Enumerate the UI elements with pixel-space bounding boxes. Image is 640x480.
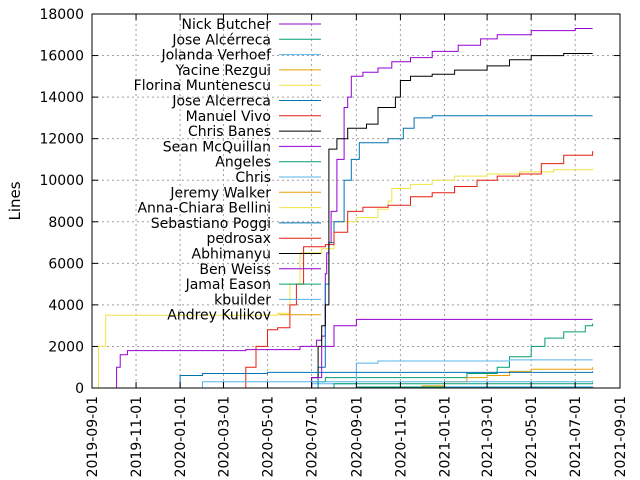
series-line-4 — [92, 168, 594, 389]
x-tick-label: 2020-03-01 — [216, 396, 232, 477]
x-tick-label: 2020-09-01 — [349, 396, 365, 477]
legend-label: Angeles — [215, 155, 271, 171]
y-tick-label: 16000 — [39, 49, 84, 65]
x-axis: 2019-09-01 2019-11-01 2020-01-01 2020-03-01… — [85, 14, 629, 477]
y-tick-label: 4000 — [48, 298, 84, 314]
series-line-1 — [289, 323, 594, 389]
x-tick-label: 2019-09-01 — [85, 396, 101, 477]
x-tick-label: 2020-05-01 — [261, 396, 277, 477]
y-tick-label: 10000 — [39, 173, 84, 189]
legend-label: Jamal Eason — [185, 277, 271, 293]
x-tick-label: 2020-01-01 — [173, 396, 189, 477]
y-tick-label: 2000 — [48, 339, 84, 355]
x-tick-label: 2020-07-01 — [305, 396, 321, 477]
y-tick-label: 8000 — [48, 215, 84, 231]
legend-label: Florina Muntenescu — [134, 78, 271, 94]
legend-label: Jose Alcérreca — [171, 32, 271, 48]
x-tick-label: 2021-09-01 — [613, 396, 629, 477]
legend-label: Sean McQuillan — [163, 139, 271, 155]
x-tick-label: 2019-11-01 — [129, 396, 145, 477]
legend-label: kbuilder — [214, 292, 271, 308]
legend-label: Chris — [235, 170, 271, 186]
series-line-0 — [113, 28, 593, 389]
legend-label: Jolanda Verhoef — [160, 48, 272, 64]
legend-label: Nick Butcher — [181, 17, 271, 33]
y-tick-label: 14000 — [39, 90, 84, 106]
x-tick-label: 2021-05-01 — [524, 396, 540, 477]
y-tick-label: 6000 — [48, 256, 84, 272]
legend-label: Sebastiano Poggi — [151, 216, 271, 232]
legend-label: Chris Banes — [188, 124, 271, 140]
legend-label: Manuel Vivo — [186, 109, 271, 125]
legend-label: Anna-Chiara Bellini — [137, 201, 271, 217]
x-tick-label: 2021-03-01 — [480, 396, 496, 477]
y-tick-label: 0 — [75, 381, 84, 397]
series-line-13 — [157, 371, 594, 389]
legend-label: Andrey Kulikov — [167, 308, 271, 324]
legend-label: Jeremy Walker — [169, 185, 271, 201]
x-tick-label: 2021-07-01 — [568, 396, 584, 477]
legend-label: Jose Alcerreca — [171, 94, 271, 110]
series-line-5 — [300, 115, 593, 389]
legend-label: Ben Weiss — [199, 262, 271, 278]
series-line-7 — [300, 53, 593, 389]
x-tick-label: 2021-01-01 — [437, 396, 453, 477]
series-line-6 — [233, 151, 594, 389]
y-tick-label: 12000 — [39, 132, 84, 148]
series-line-3 — [334, 367, 594, 389]
legend-label: Yacine Rezgui — [175, 63, 271, 79]
legend-label: Abhimanyu — [192, 247, 271, 263]
legend-label: pedrosax — [206, 231, 271, 247]
y-axis-label: Lines — [6, 181, 24, 220]
y-tick-label: 18000 — [39, 7, 84, 23]
y-axis: 0 2000 4000 6000 8000 10000 12000 14000 16000 180… — [39, 7, 620, 397]
x-tick-label: 2020-11-01 — [393, 396, 409, 477]
